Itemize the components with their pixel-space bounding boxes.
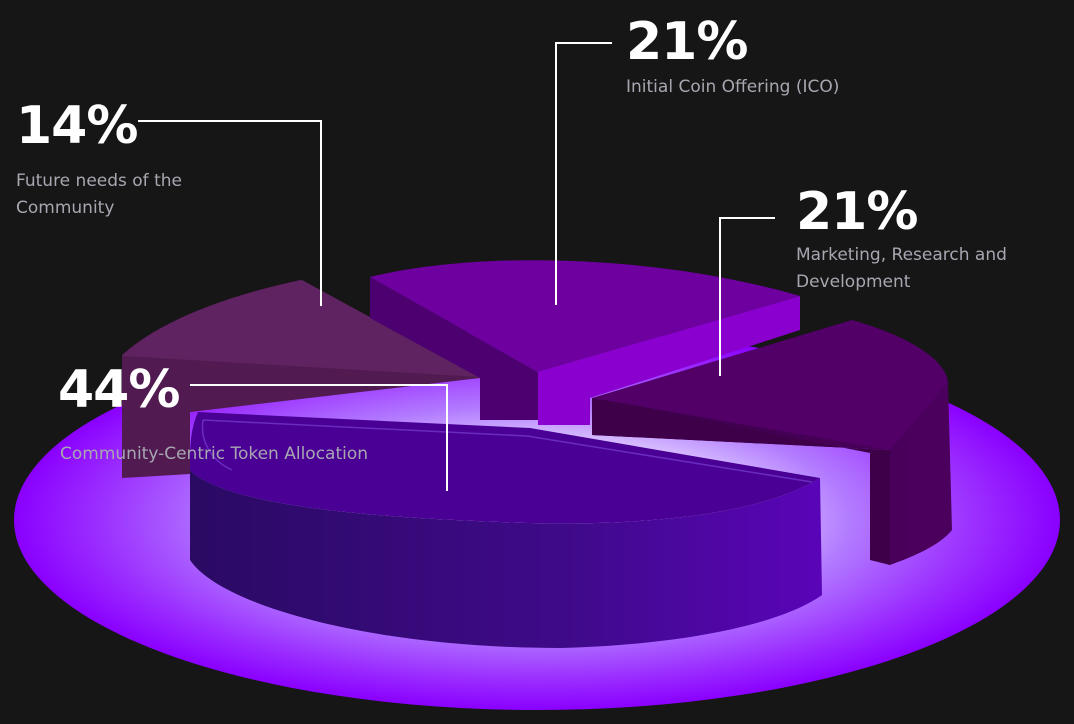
data-label-future-name: Future needs of the Community	[16, 171, 182, 218]
slice-ico	[370, 260, 800, 425]
data-label-ico-name: Initial Coin Offering (ICO)	[626, 77, 840, 97]
data-label-community-name: Community-Centric Token Allocation	[60, 444, 369, 464]
data-label-community-value: 44%	[58, 360, 180, 420]
slice-community-token	[190, 412, 822, 648]
data-label-future-value: 14%	[16, 96, 138, 156]
data-label-ico-value: 21%	[626, 12, 748, 72]
slice-future-needs	[122, 280, 480, 478]
leader-line-ico	[555, 42, 612, 305]
leader-line-marketing	[719, 217, 775, 376]
data-label-marketing-value: 21%	[796, 182, 918, 242]
leader-line-44	[190, 384, 448, 491]
data-label-marketing-name: Marketing, Research and Development	[796, 245, 1007, 292]
leader-line-14	[138, 120, 322, 306]
slice-marketing	[592, 320, 952, 565]
